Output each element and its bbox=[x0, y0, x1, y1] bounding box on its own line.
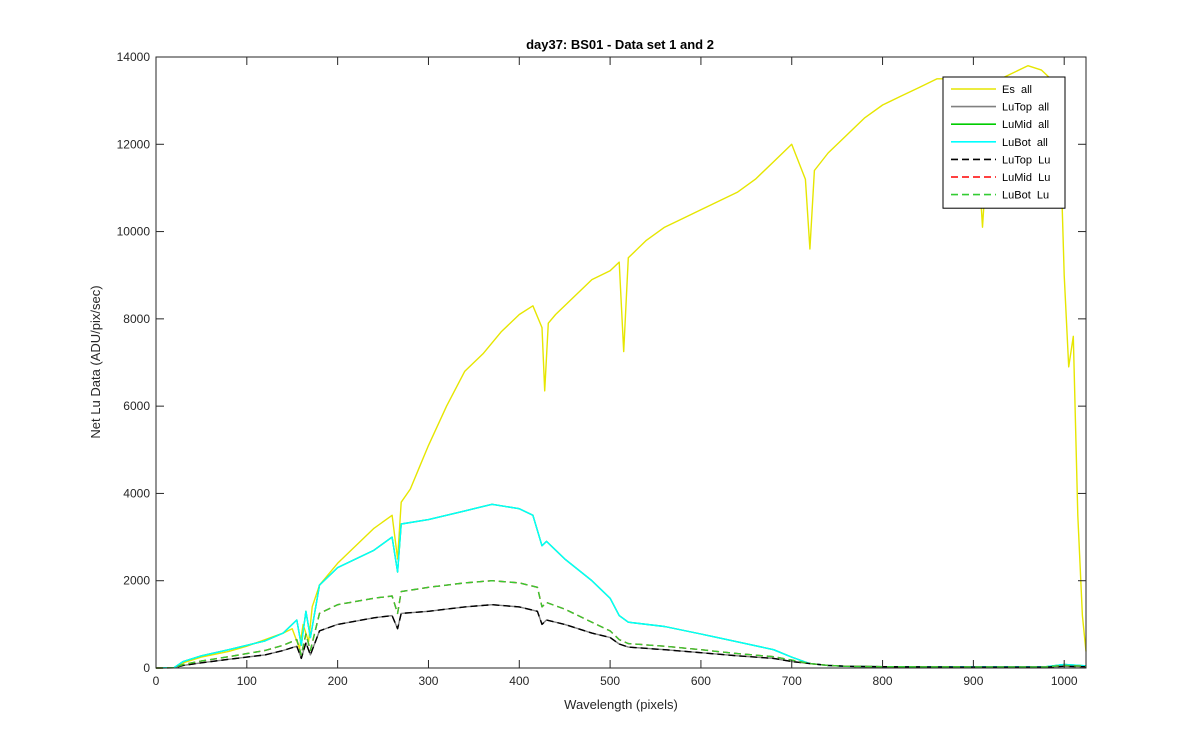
legend-entry: LuTop all bbox=[1002, 102, 1049, 114]
series-layer bbox=[155, 65, 1087, 669]
y-tick-label: 4000 bbox=[123, 486, 150, 500]
y-tick-label: 14000 bbox=[117, 50, 151, 64]
legend: Es all LuTop all LuMid all LuBot all LuTop L… bbox=[942, 76, 1066, 209]
legend-entry: LuMid all bbox=[1002, 119, 1049, 131]
y-tick-label: 8000 bbox=[123, 312, 150, 326]
x-tick-label: 400 bbox=[509, 674, 529, 688]
legend-entry: LuMid Lu bbox=[1002, 172, 1050, 184]
series-line-0 bbox=[155, 65, 1087, 669]
series-line-5 bbox=[155, 580, 1087, 669]
y-axis: 0 2000 4000 6000 8000 10000 12000 14000 bbox=[117, 50, 1086, 675]
legend-entry: Es all bbox=[1002, 84, 1032, 96]
plot-frame bbox=[155, 56, 1087, 669]
x-tick-label: 600 bbox=[691, 674, 711, 688]
x-tick-label: 500 bbox=[600, 674, 620, 688]
x-tick-label: 800 bbox=[873, 674, 893, 688]
y-tick-label: 6000 bbox=[123, 399, 150, 413]
y-tick-label: 2000 bbox=[123, 574, 150, 588]
x-tick-label: 900 bbox=[963, 674, 983, 688]
x-tick-label: 300 bbox=[418, 674, 438, 688]
legend-entry: LuBot Lu bbox=[1002, 190, 1049, 202]
series-line-2 bbox=[155, 503, 1087, 669]
series-line-6 bbox=[155, 580, 1087, 669]
x-axis-label: Wavelength (pixels) bbox=[564, 697, 678, 712]
y-tick-label: 10000 bbox=[117, 225, 151, 239]
x-tick-label: 1000 bbox=[1051, 674, 1078, 688]
x-tick-label: 0 bbox=[153, 674, 160, 688]
x-tick-label: 700 bbox=[782, 674, 802, 688]
x-axis: 0 100 200 300 400 500 600 700 800 900 1000 bbox=[153, 57, 1078, 688]
y-tick-label: 12000 bbox=[117, 137, 151, 151]
y-axis-label: Net Lu Data (ADU/pix/sec) bbox=[88, 285, 103, 438]
series-line-3 bbox=[155, 503, 1087, 669]
x-tick-label: 100 bbox=[237, 674, 257, 688]
chart-title: day37: BS01 - Data set 1 and 2 bbox=[526, 37, 714, 52]
legend-entry: LuTop Lu bbox=[1002, 154, 1050, 166]
y-tick-label: 0 bbox=[143, 661, 150, 675]
series-line-4 bbox=[155, 604, 1087, 669]
x-tick-label: 200 bbox=[328, 674, 348, 688]
legend-entry: LuBot all bbox=[1002, 137, 1048, 149]
